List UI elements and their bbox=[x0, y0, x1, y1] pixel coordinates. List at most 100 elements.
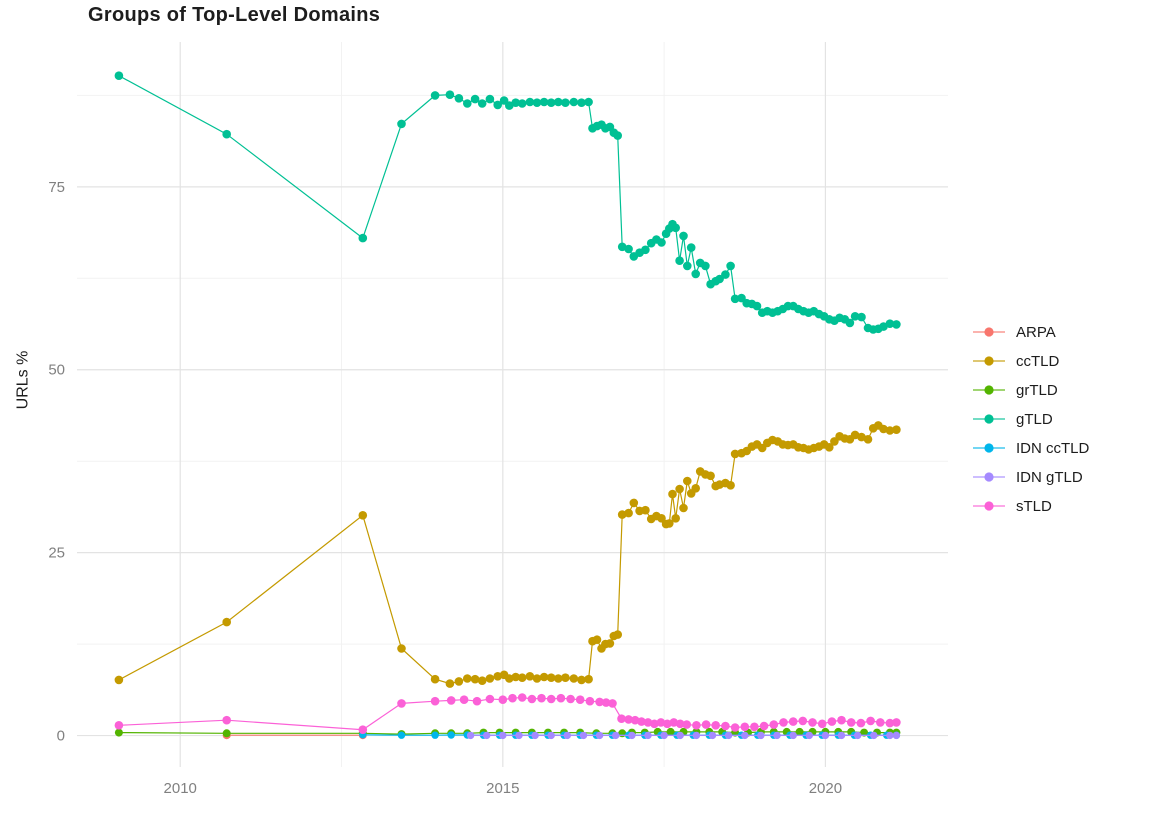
series-point-gtld bbox=[470, 94, 480, 104]
series-point-cctld bbox=[397, 644, 406, 653]
series-point-stld bbox=[397, 699, 406, 708]
series-point-stld bbox=[808, 718, 817, 727]
series-point-idn-gtld bbox=[757, 731, 765, 740]
series-point-stld bbox=[721, 721, 730, 731]
series-point-gtld bbox=[679, 231, 688, 241]
series-point-gtld bbox=[686, 243, 696, 252]
series-point-grtld bbox=[222, 729, 231, 738]
series-point-gtld bbox=[485, 94, 495, 104]
series-point-cctld bbox=[605, 639, 615, 648]
series-point-gtld bbox=[671, 223, 680, 233]
series-point-cctld bbox=[454, 677, 464, 686]
legend-label: ARPA bbox=[1016, 323, 1056, 341]
series-point-idn-gtld bbox=[892, 731, 901, 740]
series-point-cctld bbox=[657, 514, 666, 523]
series-point-cctld bbox=[857, 432, 866, 442]
series-point-cctld bbox=[569, 674, 579, 683]
series-point-gtld bbox=[584, 97, 593, 107]
series-point-gtld bbox=[691, 269, 700, 279]
series-point-stld bbox=[682, 720, 691, 729]
series-point-stld bbox=[624, 715, 633, 724]
series-point-stld bbox=[817, 719, 827, 729]
series-point-gtld bbox=[358, 233, 368, 243]
series-point-cctld bbox=[485, 674, 495, 683]
series-point-gtld bbox=[613, 131, 622, 140]
series-point-grtld bbox=[860, 728, 869, 737]
series-point-cctld bbox=[668, 489, 677, 499]
series-point-cctld bbox=[892, 425, 901, 435]
series-point-cctld bbox=[730, 449, 740, 459]
legend-item-cctld: ccTLD bbox=[972, 351, 1089, 371]
series-point-gtld bbox=[857, 312, 866, 322]
series-point-idn-gtld bbox=[870, 731, 878, 740]
series-point-stld bbox=[663, 719, 672, 729]
series-point-gtld bbox=[463, 99, 472, 108]
series-point-cctld bbox=[863, 435, 873, 444]
series-point-gtld bbox=[561, 98, 570, 107]
series-point-gtld bbox=[554, 97, 563, 107]
series-point-gtld bbox=[511, 98, 520, 107]
series-point-stld bbox=[608, 699, 617, 708]
legend-item-arpa: ARPA bbox=[972, 322, 1089, 342]
series-point-gtld bbox=[539, 97, 549, 107]
legend-key-icon bbox=[973, 443, 1005, 453]
series-point-idn-gtld bbox=[563, 731, 571, 740]
series-point-gtld bbox=[641, 245, 650, 255]
series-line-gtld bbox=[118, 75, 897, 331]
series-point-idn-gtld bbox=[854, 731, 862, 740]
series-point-stld bbox=[472, 696, 482, 706]
series-point-stld bbox=[827, 717, 837, 726]
series-point-cctld bbox=[517, 673, 527, 682]
series-point-cctld bbox=[470, 674, 480, 684]
series-point-gtld bbox=[624, 244, 633, 254]
legend-key-icon bbox=[973, 385, 1005, 395]
series-point-cctld bbox=[885, 426, 895, 435]
legend-label: IDN gTLD bbox=[1016, 468, 1083, 486]
series-point-cctld bbox=[825, 443, 834, 452]
legend-item-idn-gtld: IDN gTLD bbox=[972, 467, 1089, 487]
series-point-idn-gtld bbox=[660, 731, 668, 740]
series-point-stld bbox=[669, 718, 679, 727]
y-axis-title-text: URLs % bbox=[14, 350, 31, 410]
series-point-cctld bbox=[675, 484, 684, 494]
series-point-gtld bbox=[683, 261, 692, 271]
series-point-cctld bbox=[584, 674, 593, 684]
legend-item-stld: sTLD bbox=[972, 496, 1089, 516]
series-point-grtld bbox=[618, 729, 627, 738]
series-point-gtld bbox=[517, 99, 527, 108]
series-point-stld bbox=[637, 717, 646, 726]
series-point-stld bbox=[498, 695, 508, 704]
series-point-idn-gtld bbox=[789, 731, 797, 740]
series-point-cctld bbox=[691, 484, 700, 493]
series-point-cctld bbox=[463, 674, 472, 683]
series-point-stld bbox=[546, 694, 556, 704]
series-point-idn-cctld bbox=[397, 731, 406, 739]
chart-title: Groups of Top-Level Domains bbox=[88, 4, 381, 26]
series-point-gtld bbox=[577, 98, 586, 107]
series-point-idn-gtld bbox=[466, 731, 475, 740]
series-point-idn-gtld bbox=[579, 731, 588, 740]
x-tick-label: 2010 bbox=[164, 780, 197, 797]
series-point-stld bbox=[701, 720, 711, 729]
series-point-cctld bbox=[613, 630, 622, 639]
series-point-cctld bbox=[683, 476, 692, 486]
series-point-stld bbox=[114, 721, 124, 730]
series-point-gtld bbox=[726, 261, 735, 271]
series-point-idn-gtld bbox=[724, 731, 733, 740]
series-point-stld bbox=[585, 696, 595, 706]
series-point-cctld bbox=[532, 674, 542, 683]
series-point-cctld bbox=[671, 514, 680, 523]
series-point-gtld bbox=[114, 71, 124, 80]
series-point-stld bbox=[556, 693, 566, 703]
series-point-cctld bbox=[629, 498, 639, 508]
series-point-gtld bbox=[675, 256, 684, 266]
legend-label: IDN ccTLD bbox=[1016, 439, 1090, 457]
y-tick-label: 25 bbox=[48, 545, 65, 562]
series-point-gtld bbox=[454, 94, 464, 103]
series-point-idn-gtld bbox=[483, 731, 491, 740]
series-point-stld bbox=[617, 714, 626, 723]
series-point-gtld bbox=[525, 97, 535, 107]
legend-key-icon bbox=[973, 501, 1005, 511]
